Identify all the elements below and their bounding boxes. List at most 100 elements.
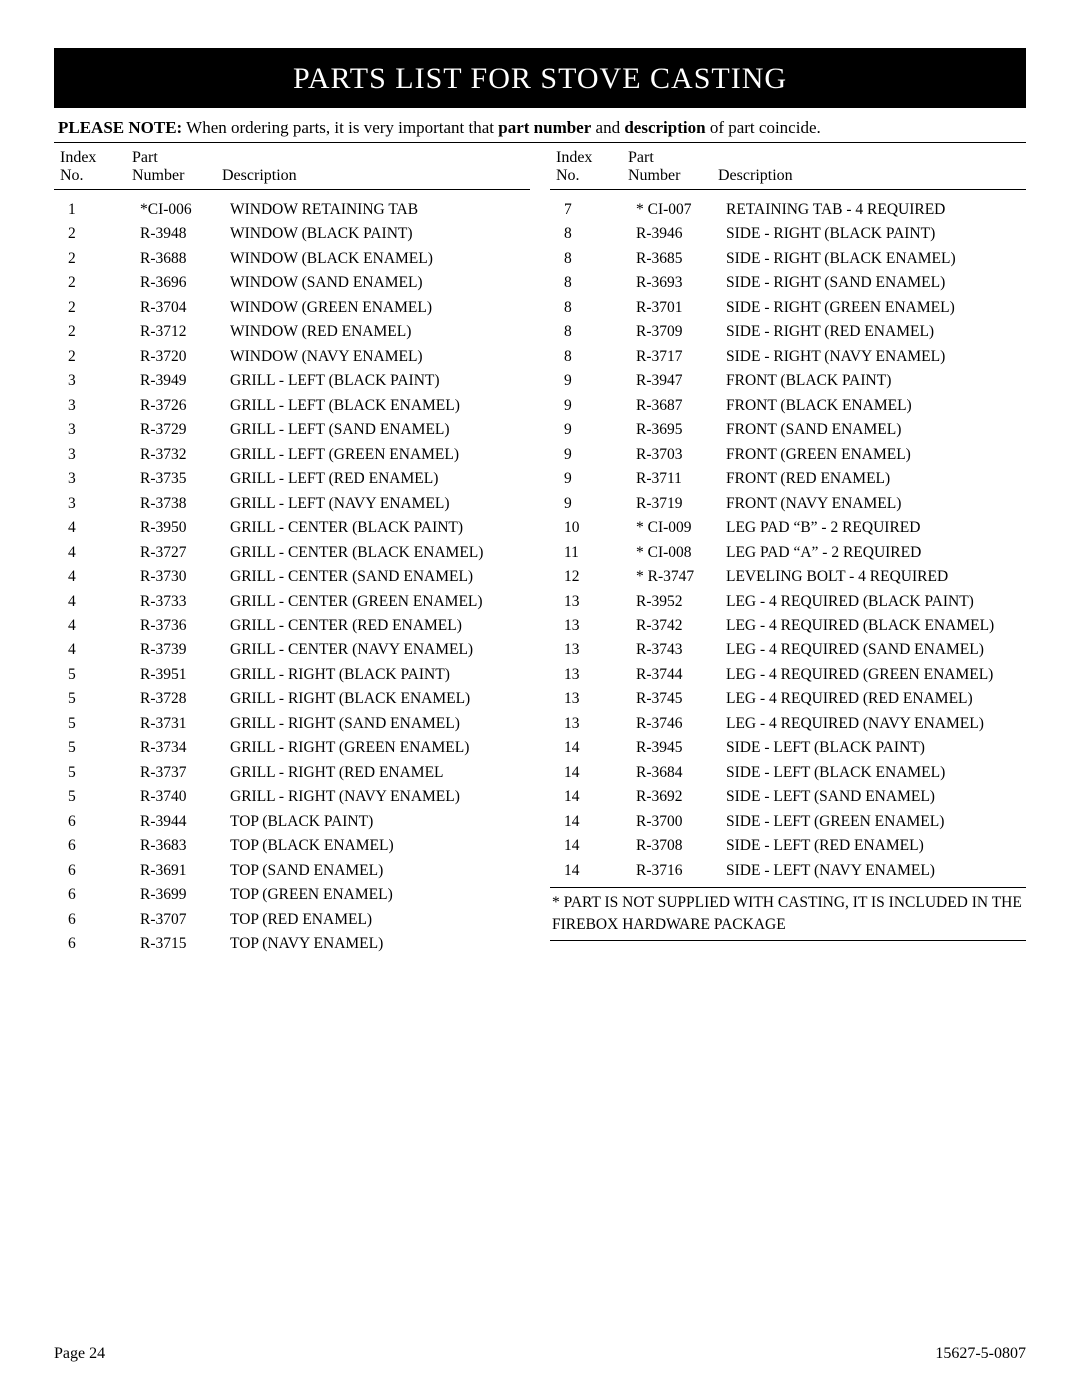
table-row: 2R-3696WINDOW (SAND ENAMEL) <box>54 271 530 295</box>
table-row: 3R-3735GRILL - LEFT (RED ENAMEL) <box>54 467 530 491</box>
table-row: 14R-3716SIDE - LEFT (NAVY ENAMEL) <box>550 859 1026 883</box>
cell-part: R-3715 <box>140 933 230 955</box>
cell-desc: LEG - 4 REQUIRED (RED ENAMEL) <box>726 688 1026 710</box>
table-row: 4R-3727GRILL - CENTER (BLACK ENAMEL) <box>54 541 530 565</box>
cell-part: R-3730 <box>140 566 230 588</box>
table-row: 3R-3726GRILL - LEFT (BLACK ENAMEL) <box>54 394 530 418</box>
table-row: 1*CI-006WINDOW RETAINING TAB <box>54 198 530 222</box>
table-row: 4R-3736GRILL - CENTER (RED ENAMEL) <box>54 614 530 638</box>
cell-desc: LEG - 4 REQUIRED (BLACK PAINT) <box>726 591 1026 613</box>
cell-index: 3 <box>54 370 140 392</box>
table-row: 9R-3947FRONT (BLACK PAINT) <box>550 369 1026 393</box>
cell-part: R-3733 <box>140 591 230 613</box>
note-bold1: part number <box>498 118 591 137</box>
cell-part: R-3687 <box>636 395 726 417</box>
table-row: 14R-3945SIDE - LEFT (BLACK PAINT) <box>550 736 1026 760</box>
cell-part: R-3738 <box>140 493 230 515</box>
table-row: 12* R-3747LEVELING BOLT - 4 REQUIRED <box>550 565 1026 589</box>
col-header-desc-label: Description <box>222 167 530 185</box>
cell-part: R-3946 <box>636 223 726 245</box>
cell-desc: WINDOW (BLACK ENAMEL) <box>230 248 530 270</box>
cell-part: R-3700 <box>636 811 726 833</box>
cell-index: 14 <box>550 762 636 784</box>
cell-index: 9 <box>550 493 636 515</box>
cell-index: 4 <box>54 517 140 539</box>
note-suffix: of part coincide. <box>706 118 821 137</box>
cell-index: 9 <box>550 444 636 466</box>
table-row: 5R-3728GRILL - RIGHT (BLACK ENAMEL) <box>54 687 530 711</box>
cell-desc: GRILL - CENTER (BLACK ENAMEL) <box>230 542 530 564</box>
cell-desc: TOP (BLACK PAINT) <box>230 811 530 833</box>
cell-index: 10 <box>550 517 636 539</box>
table-row: 9R-3687FRONT (BLACK ENAMEL) <box>550 394 1026 418</box>
col-header-index-l2: No. <box>556 167 628 185</box>
cell-index: 9 <box>550 468 636 490</box>
cell-desc: WINDOW RETAINING TAB <box>230 199 530 221</box>
col-header-part: Part Number <box>628 149 718 185</box>
cell-index: 6 <box>54 933 140 955</box>
cell-index: 5 <box>54 762 140 784</box>
cell-index: 8 <box>550 297 636 319</box>
cell-part: R-3731 <box>140 713 230 735</box>
cell-desc: SIDE - LEFT (BLACK PAINT) <box>726 737 1026 759</box>
cell-index: 4 <box>54 615 140 637</box>
cell-desc: SIDE - LEFT (SAND ENAMEL) <box>726 786 1026 808</box>
cell-part: R-3945 <box>636 737 726 759</box>
table-row: 5R-3731GRILL - RIGHT (SAND ENAMEL) <box>54 712 530 736</box>
cell-part: R-3950 <box>140 517 230 539</box>
cell-desc: RETAINING TAB - 4 REQUIRED <box>726 199 1026 221</box>
cell-part: R-3734 <box>140 737 230 759</box>
cell-desc: GRILL - CENTER (RED ENAMEL) <box>230 615 530 637</box>
table-row: 5R-3951GRILL - RIGHT (BLACK PAINT) <box>54 663 530 687</box>
table-row: 9R-3719FRONT (NAVY ENAMEL) <box>550 492 1026 516</box>
columns: Index No. Part Number Description 1*CI-0… <box>54 145 1026 957</box>
col-header-part-l1: Part <box>132 149 222 167</box>
table-row: 13R-3744LEG - 4 REQUIRED (GREEN ENAMEL) <box>550 663 1026 687</box>
cell-index: 2 <box>54 297 140 319</box>
cell-part: R-3737 <box>140 762 230 784</box>
cell-desc: GRILL - RIGHT (BLACK ENAMEL) <box>230 688 530 710</box>
cell-desc: LEG PAD “B” - 2 REQUIRED <box>726 517 1026 539</box>
table-row: 6R-3699TOP (GREEN ENAMEL) <box>54 883 530 907</box>
cell-index: 4 <box>54 591 140 613</box>
cell-index: 1 <box>54 199 140 221</box>
cell-index: 4 <box>54 542 140 564</box>
cell-part: R-3717 <box>636 346 726 368</box>
cell-index: 8 <box>550 272 636 294</box>
cell-desc: TOP (SAND ENAMEL) <box>230 860 530 882</box>
cell-desc: GRILL - CENTER (GREEN ENAMEL) <box>230 591 530 613</box>
cell-index: 5 <box>54 737 140 759</box>
cell-desc: GRILL - CENTER (BLACK PAINT) <box>230 517 530 539</box>
table-row: 8R-3717SIDE - RIGHT (NAVY ENAMEL) <box>550 345 1026 369</box>
cell-desc: SIDE - RIGHT (BLACK ENAMEL) <box>726 248 1026 270</box>
cell-index: 6 <box>54 860 140 882</box>
cell-index: 14 <box>550 835 636 857</box>
cell-index: 7 <box>550 199 636 221</box>
cell-index: 6 <box>54 811 140 833</box>
cell-part: R-3719 <box>636 493 726 515</box>
table-row: 13R-3742LEG - 4 REQUIRED (BLACK ENAMEL) <box>550 614 1026 638</box>
cell-desc: GRILL - LEFT (NAVY ENAMEL) <box>230 493 530 515</box>
cell-desc: FRONT (SAND ENAMEL) <box>726 419 1026 441</box>
cell-index: 3 <box>54 468 140 490</box>
cell-part: R-3729 <box>140 419 230 441</box>
table-row: 5R-3740GRILL - RIGHT (NAVY ENAMEL) <box>54 785 530 809</box>
cell-desc: GRILL - LEFT (SAND ENAMEL) <box>230 419 530 441</box>
cell-desc: LEG - 4 REQUIRED (SAND ENAMEL) <box>726 639 1026 661</box>
cell-part: R-3707 <box>140 909 230 931</box>
cell-index: 8 <box>550 223 636 245</box>
col-header-index: Index No. <box>550 149 628 185</box>
cell-index: 14 <box>550 811 636 833</box>
table-row: 4R-3730GRILL - CENTER (SAND ENAMEL) <box>54 565 530 589</box>
footnote: * PART IS NOT SUPPLIED WITH CASTING, IT … <box>550 887 1026 940</box>
cell-index: 13 <box>550 639 636 661</box>
cell-index: 4 <box>54 566 140 588</box>
table-row: 8R-3693SIDE - RIGHT (SAND ENAMEL) <box>550 271 1026 295</box>
table-row: 14R-3708SIDE - LEFT (RED ENAMEL) <box>550 834 1026 858</box>
footer-page: Page 24 <box>54 1345 105 1363</box>
table-row: 10* CI-009LEG PAD “B” - 2 REQUIRED <box>550 516 1026 540</box>
cell-part: R-3683 <box>140 835 230 857</box>
cell-part: * CI-008 <box>636 542 726 564</box>
table-row: 13R-3952LEG - 4 REQUIRED (BLACK PAINT) <box>550 590 1026 614</box>
right-column: Index No. Part Number Description 7* CI-… <box>550 145 1026 957</box>
